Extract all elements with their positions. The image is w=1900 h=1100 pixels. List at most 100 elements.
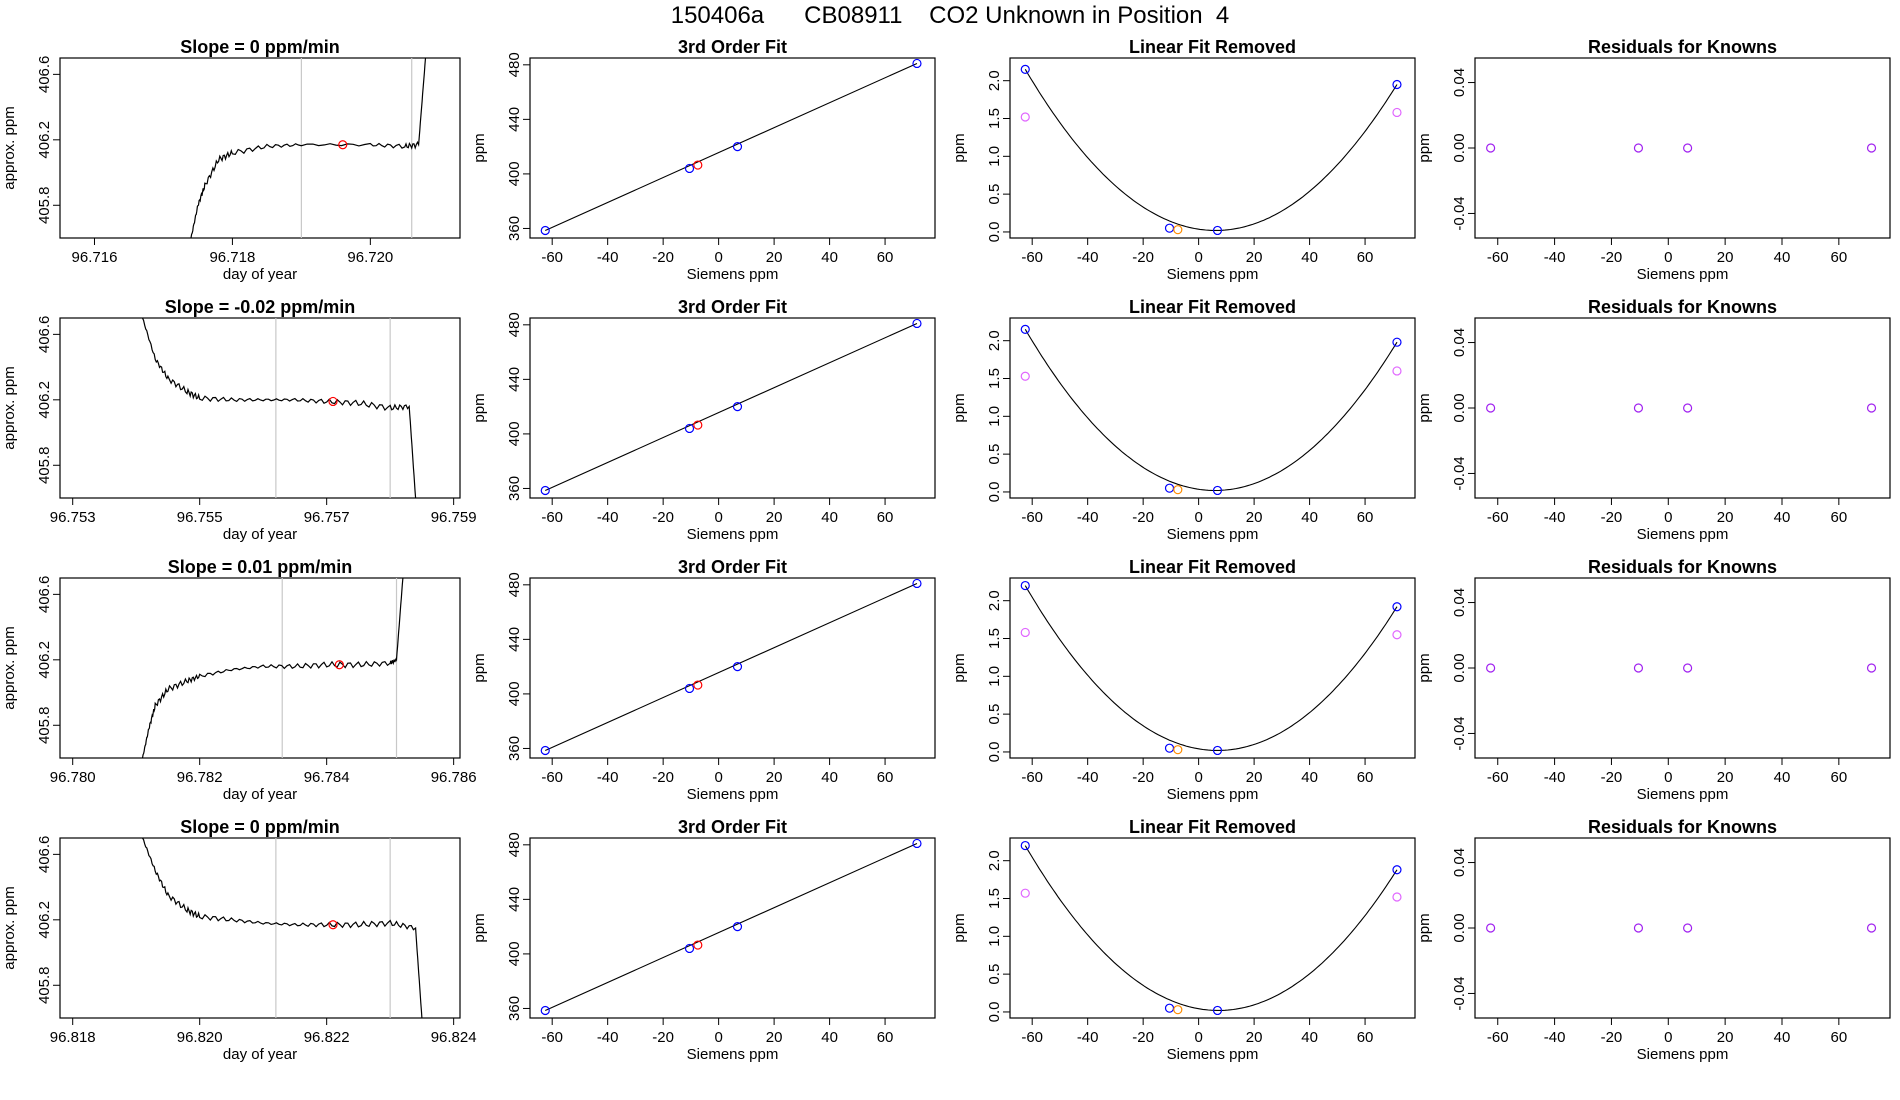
fit-curve	[545, 582, 918, 752]
y-tick-label: 360	[506, 476, 523, 501]
plot-area	[1020, 324, 1402, 496]
x-axis-label: Siemens ppm	[1637, 1046, 1729, 1063]
x-tick-label: -20	[652, 1029, 674, 1046]
chart-title: Slope = -0.02 ppm/min	[165, 297, 356, 317]
chart-panel-2-1: 3rd Order Fit -60 -40 -20 0 20 40 60 360 400 440 48…	[471, 557, 936, 803]
chart-panel-0-0: Slope = 0 ppm/min 96.716 96.718 96.720 405.8…	[1, 37, 461, 283]
y-tick-label: 0.00	[1451, 913, 1468, 942]
known-standard-point	[912, 318, 922, 329]
y-tick-label: 1.5	[986, 888, 1003, 909]
chart-title: Linear Fit Removed	[1129, 37, 1296, 57]
x-axis-label: day of year	[223, 786, 297, 803]
concentration-trace	[190, 58, 427, 238]
known-standard-point	[1392, 865, 1402, 875]
x-tick-label: 0	[1194, 509, 1202, 526]
x-tick-label: 96.786	[431, 769, 477, 786]
x-tick-label: 0	[1194, 1029, 1202, 1046]
x-tick-label: -20	[1132, 1029, 1154, 1046]
fit-curve	[1024, 845, 1398, 1011]
y-tick-label: 1.0	[986, 666, 1003, 687]
y-tick-label: 480	[506, 572, 523, 597]
x-tick-label: -20	[1601, 1029, 1623, 1046]
x-tick-label: 20	[766, 249, 783, 266]
x-tick-label: -40	[597, 769, 619, 786]
y-tick-label: 480	[506, 312, 523, 337]
y-tick-label: 400	[506, 941, 523, 966]
plot-frame	[529, 837, 936, 1019]
y-tick-label: 0.0	[986, 222, 1003, 243]
x-tick-label: -60	[1021, 249, 1043, 266]
plot-frame	[1474, 317, 1891, 499]
y-tick-label: 400	[506, 161, 523, 186]
plot-frame	[59, 577, 461, 759]
y-tick-label: 406.6	[36, 576, 53, 614]
unknown-sample-point	[693, 160, 703, 170]
plot-frame	[1474, 57, 1891, 239]
x-tick-label: -60	[541, 509, 563, 526]
unknown-sample-point	[1173, 1005, 1183, 1015]
x-tick-label: 96.759	[431, 509, 477, 526]
x-axis-label: Siemens ppm	[687, 1046, 779, 1063]
y-tick-label: 2.0	[986, 330, 1003, 351]
x-tick-label: 60	[1357, 1029, 1374, 1046]
x-tick-label: 60	[1357, 249, 1374, 266]
plot-area	[1486, 923, 1877, 933]
y-axis-label: approx. ppm	[1, 106, 18, 189]
unknown-mean-point	[328, 920, 338, 930]
known-standard-point	[1020, 324, 1030, 334]
cubic-fit-point	[1392, 366, 1402, 376]
known-standard-point	[1392, 602, 1402, 612]
y-axis-label: ppm	[471, 393, 488, 422]
chart-title: Linear Fit Removed	[1129, 557, 1296, 577]
y-axis-label: ppm	[1416, 393, 1433, 422]
y-tick-label: 440	[506, 107, 523, 132]
chart-title: Residuals for Knowns	[1588, 297, 1777, 317]
x-axis-label: day of year	[223, 266, 297, 283]
y-axis-label: ppm	[951, 913, 968, 942]
residual-point	[1633, 143, 1644, 153]
known-standard-point	[1164, 223, 1175, 233]
y-tick-label: 1.5	[986, 628, 1003, 649]
known-standard-point	[732, 142, 743, 152]
plot-frame	[59, 57, 461, 239]
known-standard-point	[1392, 79, 1402, 90]
chart-panel-3-0: Slope = 0 ppm/min 96.818 96.820 96.822 96.82…	[1, 817, 477, 1063]
x-tick-label: 60	[1357, 769, 1374, 786]
chart-panel-1-3: Residuals for Knowns -60 -40 -20 0 20 40 60 -0.0…	[1416, 297, 1891, 543]
residual-point	[1683, 663, 1693, 673]
plot-area	[1486, 403, 1877, 413]
fit-curve	[545, 842, 918, 1012]
y-tick-label: 0.0	[986, 742, 1003, 763]
chart-panel-0-3: Residuals for Knowns -60 -40 -20 0 20 40 60 -0.0…	[1416, 37, 1891, 283]
y-tick-label: 2.0	[986, 70, 1003, 91]
x-tick-label: 60	[1357, 509, 1374, 526]
known-standard-point	[1020, 64, 1030, 74]
y-axis-label: ppm	[951, 653, 968, 682]
x-tick-label: 40	[1301, 249, 1318, 266]
plot-area	[1486, 143, 1877, 153]
y-tick-label: 0.5	[986, 704, 1003, 725]
cubic-fit-point	[1020, 112, 1030, 122]
x-tick-label: 96.818	[50, 1029, 96, 1046]
known-standard-point	[1212, 225, 1223, 236]
cubic-fit-point	[1020, 627, 1030, 638]
residual-point	[1633, 923, 1644, 933]
x-tick-label: 20	[1717, 1029, 1734, 1046]
x-axis-label: Siemens ppm	[687, 266, 779, 283]
x-tick-label: 0	[1194, 249, 1202, 266]
unknown-sample-point	[1173, 225, 1183, 235]
x-axis-label: Siemens ppm	[1637, 786, 1729, 803]
x-tick-label: -40	[1077, 249, 1099, 266]
chart-title: Slope = 0 ppm/min	[180, 37, 340, 57]
x-axis-label: day of year	[223, 526, 297, 543]
y-tick-label: 360	[506, 736, 523, 761]
y-tick-label: 0.00	[1451, 133, 1468, 162]
x-tick-label: 96.820	[177, 1029, 223, 1046]
x-tick-label: -40	[1544, 509, 1566, 526]
plot-area	[1020, 64, 1402, 236]
x-tick-label: 0	[714, 1029, 722, 1046]
y-tick-label: 0.04	[1451, 848, 1468, 877]
residual-point	[1866, 923, 1877, 933]
x-tick-label: 40	[1774, 509, 1791, 526]
x-tick-label: -60	[1487, 249, 1509, 266]
